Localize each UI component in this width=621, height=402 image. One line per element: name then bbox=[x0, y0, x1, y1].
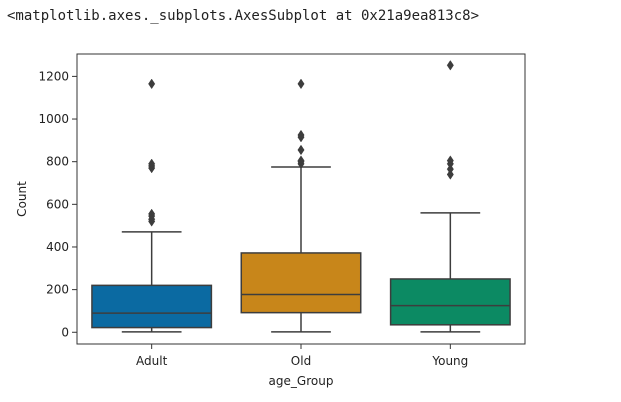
outlier-point bbox=[148, 78, 156, 90]
box-body bbox=[91, 284, 213, 329]
y-tick-label: 400 bbox=[46, 240, 69, 254]
outlier-point bbox=[148, 208, 156, 220]
y-tick-label: 1000 bbox=[38, 112, 69, 126]
outlier-point bbox=[148, 158, 156, 170]
y-tick-label: 800 bbox=[46, 155, 69, 169]
box-body bbox=[389, 278, 511, 326]
outlier-point bbox=[446, 163, 454, 175]
x-tick-label: Old bbox=[291, 354, 311, 368]
y-tick-label: 600 bbox=[46, 197, 69, 211]
y-axis-label: Count bbox=[15, 181, 29, 217]
outlier-point bbox=[297, 144, 305, 156]
x-tick-label: Young bbox=[431, 354, 468, 368]
outlier-point bbox=[446, 60, 454, 71]
outlier-point bbox=[297, 129, 305, 141]
x-tick-label: Adult bbox=[136, 354, 168, 368]
outlier-point bbox=[297, 78, 305, 90]
y-tick-label: 200 bbox=[46, 283, 69, 297]
box-body bbox=[240, 252, 362, 314]
outlier-point bbox=[446, 169, 454, 180]
y-tick-label: 0 bbox=[61, 325, 69, 339]
outlier-point bbox=[297, 155, 305, 166]
y-tick-label: 1200 bbox=[38, 69, 69, 83]
x-axis-label: age_Group bbox=[269, 374, 334, 388]
outlier-point bbox=[446, 155, 454, 166]
output-repr-text: <matplotlib.axes._subplots.AxesSubplot a… bbox=[7, 8, 480, 24]
